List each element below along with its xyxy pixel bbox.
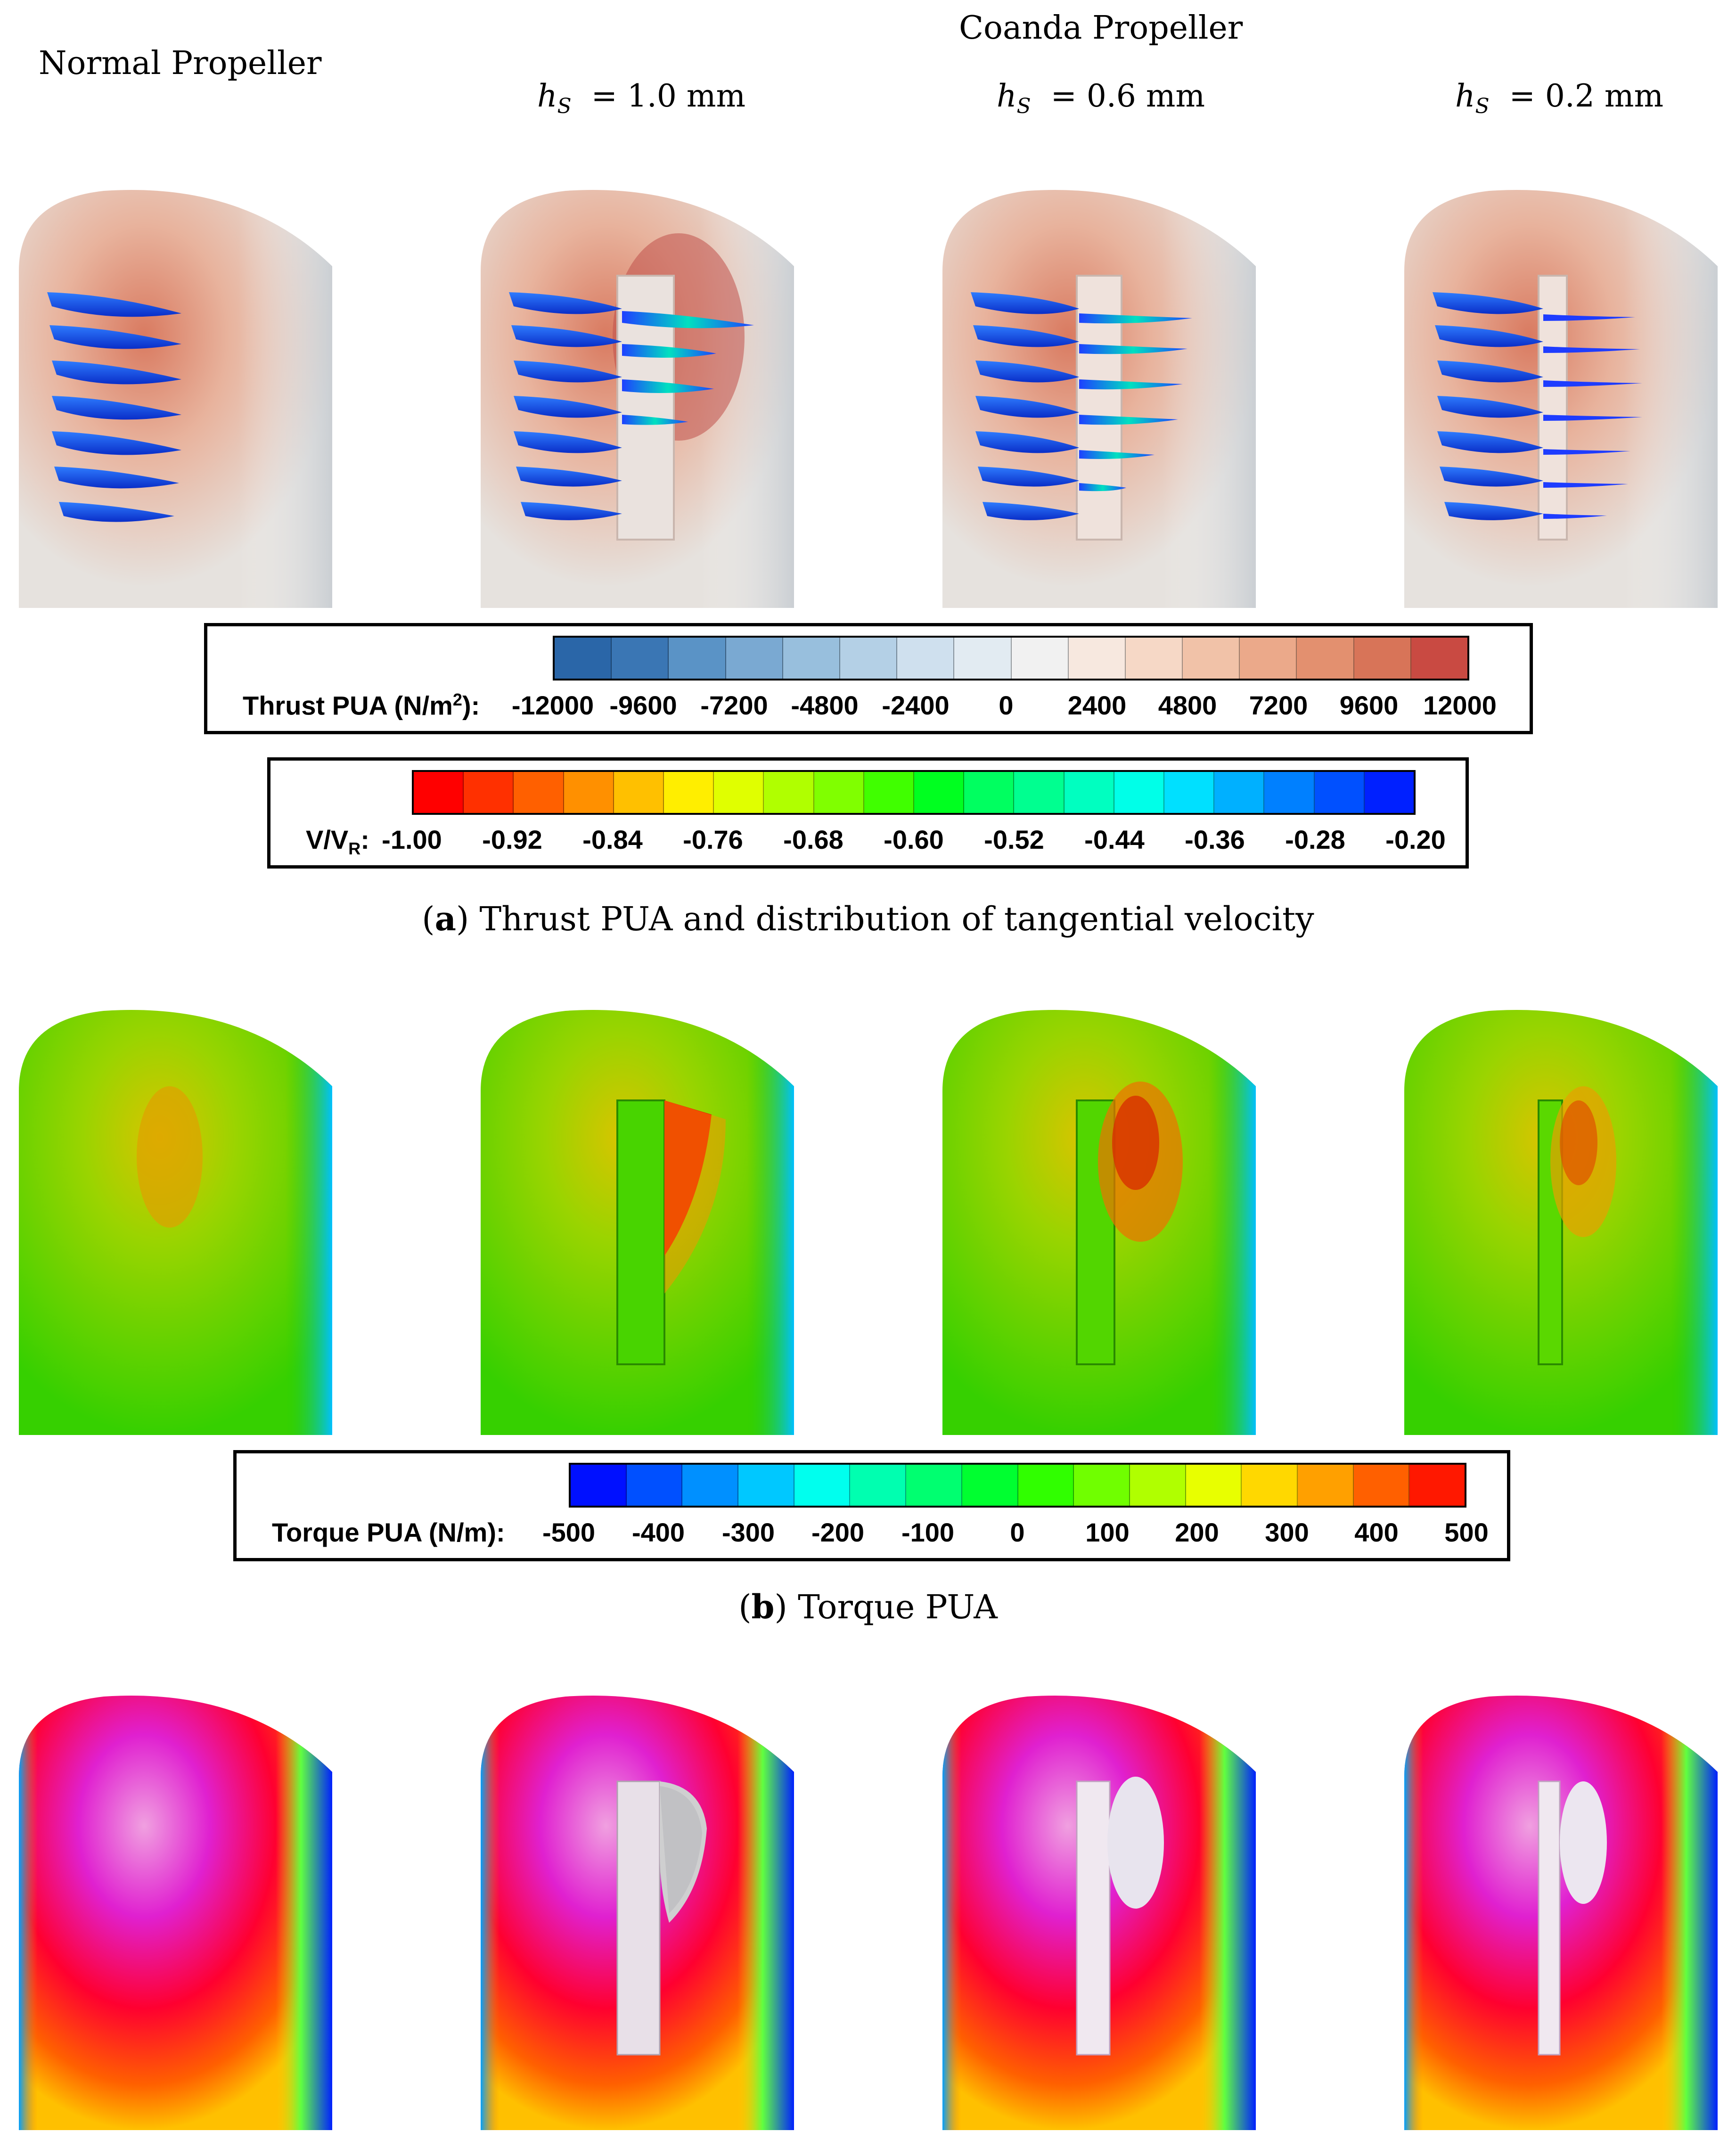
- torque-panel-hs-1.0: [481, 1001, 794, 1435]
- velocity-legend: V/VR: -1.00 -0.92 -0.84 -0.76 -0.68 -0.6…: [267, 757, 1469, 869]
- velocity-tick: -0.44: [1084, 825, 1145, 854]
- thrust-tick: -12000: [511, 690, 594, 720]
- hs-label-1: hS = 1.0 mm: [537, 78, 746, 119]
- hs-value-2: = 0.6 mm: [1050, 78, 1205, 114]
- torque-tick: 100: [1085, 1517, 1130, 1547]
- velocity-tick: -0.76: [683, 825, 743, 854]
- caption-a: (a) Thrust PUA and distribution of tange…: [422, 899, 1314, 938]
- thrust-panel-normal: [19, 181, 332, 608]
- thrust-tick: -2400: [882, 690, 950, 720]
- thrust-tick: 0: [999, 690, 1014, 720]
- thrust-panel-hs-0.2: [1404, 181, 1718, 608]
- velocity-tick: -0.20: [1385, 825, 1446, 854]
- torque-tick: -200: [811, 1517, 865, 1547]
- field-panel-hs-0.6: [942, 1687, 1256, 2130]
- thrust-panel-hs-1.0: [481, 181, 794, 608]
- thrust-tick: -9600: [609, 690, 677, 720]
- hs-value-3: = 0.2 mm: [1509, 78, 1664, 114]
- torque-colorbar: [569, 1463, 1466, 1508]
- hs-label-2: hS = 0.6 mm: [997, 78, 1205, 119]
- torque-tick: -300: [721, 1517, 775, 1547]
- normal-propeller-header: Normal Propeller: [39, 45, 322, 82]
- caption-b: (b) Torque PUA: [738, 1587, 998, 1626]
- hs-value-1: = 1.0 mm: [591, 78, 746, 114]
- thrust-tick: 12000: [1423, 690, 1497, 720]
- thrust-colorbar: [553, 636, 1469, 681]
- thrust-legend: Thrust PUA (N/m2): -12000 -9600 -7200 -4…: [204, 623, 1533, 734]
- velocity-tick: -1.00: [382, 825, 442, 854]
- velocity-tick: -0.52: [984, 825, 1044, 854]
- field-panel-hs-1.0: [481, 1687, 794, 2130]
- thrust-tick: 7200: [1249, 690, 1308, 720]
- velocity-colorbar: [412, 770, 1416, 815]
- velocity-tick: -0.28: [1285, 825, 1345, 854]
- thrust-tick: 9600: [1339, 690, 1399, 720]
- field-panel-normal: [19, 1687, 332, 2130]
- thrust-tick: 2400: [1067, 690, 1127, 720]
- thrust-tick: 4800: [1158, 690, 1217, 720]
- torque-legend-label: Torque PUA (N/m):: [272, 1517, 505, 1547]
- torque-tick: -100: [901, 1517, 955, 1547]
- torque-tick: -400: [631, 1517, 685, 1547]
- torque-legend: Torque PUA (N/m): -500 -400 -300 -200 -1…: [233, 1450, 1510, 1561]
- torque-tick: 500: [1444, 1517, 1489, 1547]
- coanda-propeller-header: Coanda Propeller: [959, 9, 1243, 47]
- torque-tick: 0: [1010, 1517, 1025, 1547]
- torque-panel-hs-0.6: [942, 1001, 1256, 1435]
- torque-panel-hs-0.2: [1404, 1001, 1718, 1435]
- thrust-panel-hs-0.6: [942, 181, 1256, 608]
- velocity-tick: -0.92: [482, 825, 542, 854]
- hs-label-3: hS = 0.2 mm: [1455, 78, 1664, 119]
- torque-tick: 400: [1354, 1517, 1399, 1547]
- velocity-tick: -0.68: [783, 825, 843, 854]
- torque-tick: 300: [1265, 1517, 1309, 1547]
- field-panel-hs-0.2: [1404, 1687, 1718, 2130]
- torque-panel-normal: [19, 1001, 332, 1435]
- torque-tick: -500: [542, 1517, 596, 1547]
- velocity-tick: -0.84: [582, 825, 643, 854]
- torque-tick: 200: [1175, 1517, 1219, 1547]
- thrust-tick: -4800: [791, 690, 859, 720]
- velocity-tick: -0.60: [884, 825, 944, 854]
- thrust-tick: -7200: [700, 690, 768, 720]
- velocity-legend-label: V/VR:: [306, 825, 369, 859]
- thrust-legend-label: Thrust PUA (N/m2):: [243, 690, 480, 721]
- velocity-tick: -0.36: [1185, 825, 1245, 854]
